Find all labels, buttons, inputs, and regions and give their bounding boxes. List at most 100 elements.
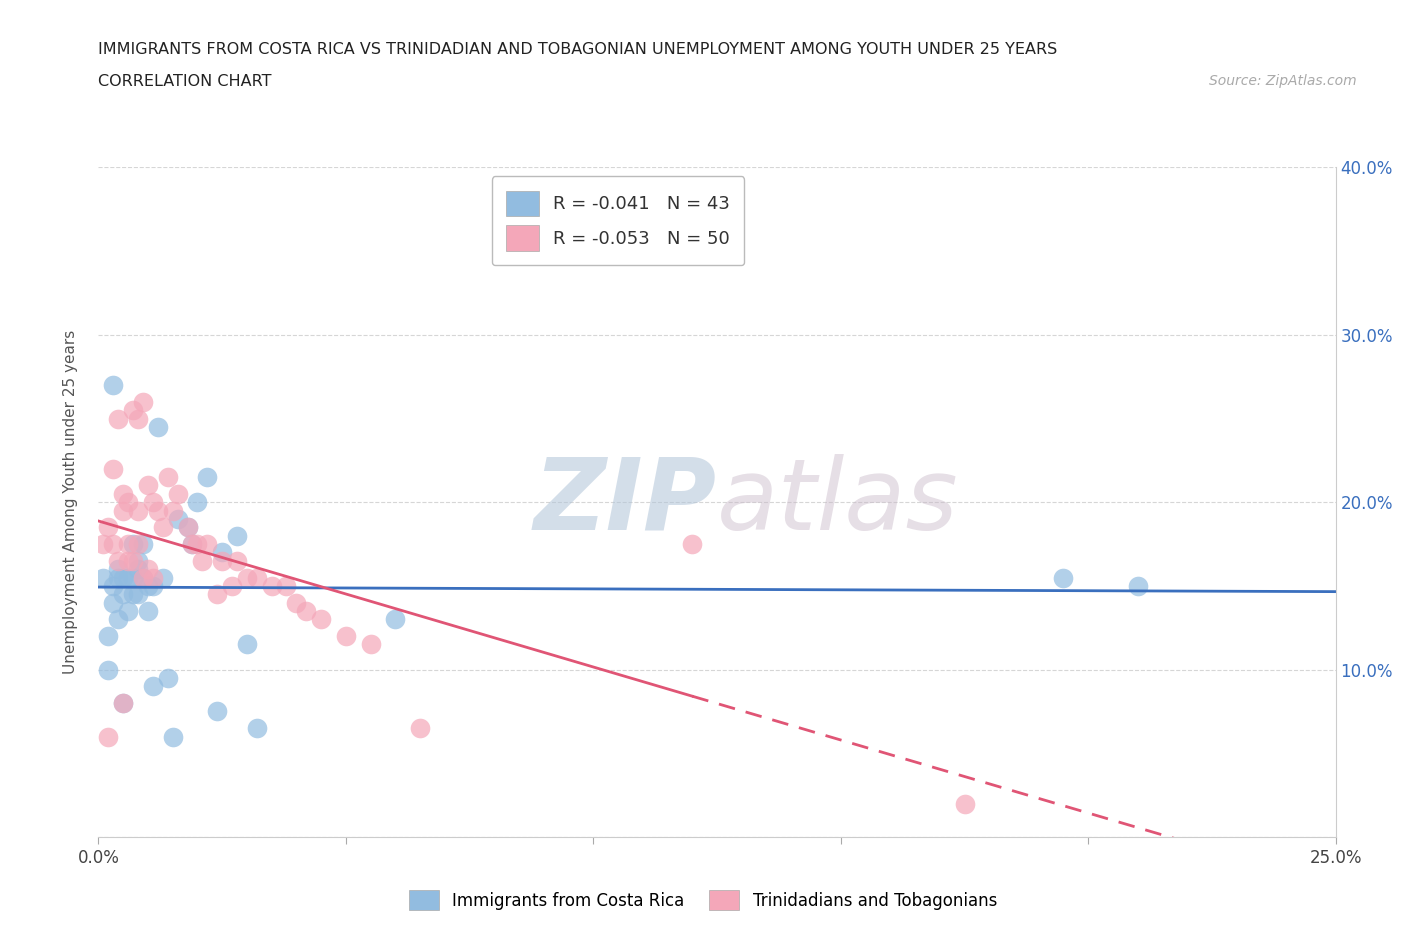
Point: [97, 629, 120, 644]
Text: ZIP: ZIP: [534, 454, 717, 551]
Point: [122, 587, 145, 602]
Point: [117, 537, 139, 551]
Point: [156, 671, 179, 685]
Point: [112, 587, 135, 602]
Point: [112, 696, 135, 711]
Point: [360, 637, 382, 652]
Point: [127, 562, 149, 577]
Point: [156, 470, 179, 485]
Point: [136, 478, 159, 493]
Point: [107, 570, 129, 585]
Point: [122, 537, 145, 551]
Point: [107, 553, 129, 568]
Point: [136, 604, 159, 618]
Point: [166, 486, 188, 501]
Point: [97, 729, 120, 744]
Point: [309, 612, 332, 627]
Point: [295, 604, 318, 618]
Point: [953, 796, 976, 811]
Point: [146, 503, 169, 518]
Point: [236, 570, 259, 585]
Point: [93, 570, 115, 585]
Text: atlas: atlas: [717, 454, 959, 551]
Point: [221, 578, 243, 593]
Point: [127, 537, 149, 551]
Point: [112, 696, 135, 711]
Point: [142, 570, 165, 585]
Point: [1126, 578, 1149, 593]
Point: [117, 495, 139, 510]
Point: [103, 461, 125, 476]
Point: [176, 520, 198, 535]
Point: [285, 595, 308, 610]
Point: [181, 537, 204, 551]
Point: [335, 629, 357, 644]
Point: [152, 520, 174, 535]
Point: [246, 721, 269, 736]
Point: [205, 704, 228, 719]
Text: CORRELATION CHART: CORRELATION CHART: [98, 74, 271, 89]
Point: [152, 570, 174, 585]
Point: [103, 378, 125, 392]
Point: [127, 587, 149, 602]
Text: Source: ZipAtlas.com: Source: ZipAtlas.com: [1209, 74, 1357, 88]
Point: [195, 470, 218, 485]
Point: [142, 578, 165, 593]
Point: [191, 553, 214, 568]
Point: [103, 578, 125, 593]
Point: [162, 729, 184, 744]
Point: [132, 570, 155, 585]
Point: [681, 537, 703, 551]
Point: [127, 553, 149, 568]
Point: [117, 604, 139, 618]
Point: [112, 486, 135, 501]
Point: [103, 595, 125, 610]
Point: [236, 637, 259, 652]
Point: [195, 537, 218, 551]
Legend: Immigrants from Costa Rica, Trinidadians and Tobagonians: Immigrants from Costa Rica, Trinidadians…: [402, 884, 1004, 917]
Point: [211, 545, 233, 560]
Point: [117, 553, 139, 568]
Point: [97, 662, 120, 677]
Point: [132, 394, 155, 409]
Point: [136, 578, 159, 593]
Point: [409, 721, 432, 736]
Point: [276, 578, 298, 593]
Point: [93, 537, 115, 551]
Point: [107, 562, 129, 577]
Point: [186, 495, 208, 510]
Point: [122, 553, 145, 568]
Point: [127, 503, 149, 518]
Point: [166, 512, 188, 526]
Point: [176, 520, 198, 535]
Point: [226, 553, 249, 568]
Text: IMMIGRANTS FROM COSTA RICA VS TRINIDADIAN AND TOBAGONIAN UNEMPLOYMENT AMONG YOUT: IMMIGRANTS FROM COSTA RICA VS TRINIDADIA…: [98, 42, 1057, 57]
Y-axis label: Unemployment Among Youth under 25 years: Unemployment Among Youth under 25 years: [63, 330, 77, 674]
Point: [112, 503, 135, 518]
Point: [103, 537, 125, 551]
Point: [146, 419, 169, 434]
Point: [132, 537, 155, 551]
Point: [117, 570, 139, 585]
Point: [384, 612, 406, 627]
Point: [112, 570, 135, 585]
Point: [162, 503, 184, 518]
Legend: R = -0.041   N = 43, R = -0.053   N = 50: R = -0.041 N = 43, R = -0.053 N = 50: [492, 177, 744, 265]
Point: [132, 570, 155, 585]
Point: [226, 528, 249, 543]
Point: [186, 537, 208, 551]
Point: [205, 587, 228, 602]
Point: [181, 537, 204, 551]
Point: [97, 520, 120, 535]
Point: [246, 570, 269, 585]
Point: [211, 553, 233, 568]
Point: [142, 495, 165, 510]
Point: [136, 562, 159, 577]
Point: [107, 612, 129, 627]
Point: [1052, 570, 1074, 585]
Point: [260, 578, 283, 593]
Point: [122, 570, 145, 585]
Point: [107, 411, 129, 426]
Point: [142, 679, 165, 694]
Point: [127, 411, 149, 426]
